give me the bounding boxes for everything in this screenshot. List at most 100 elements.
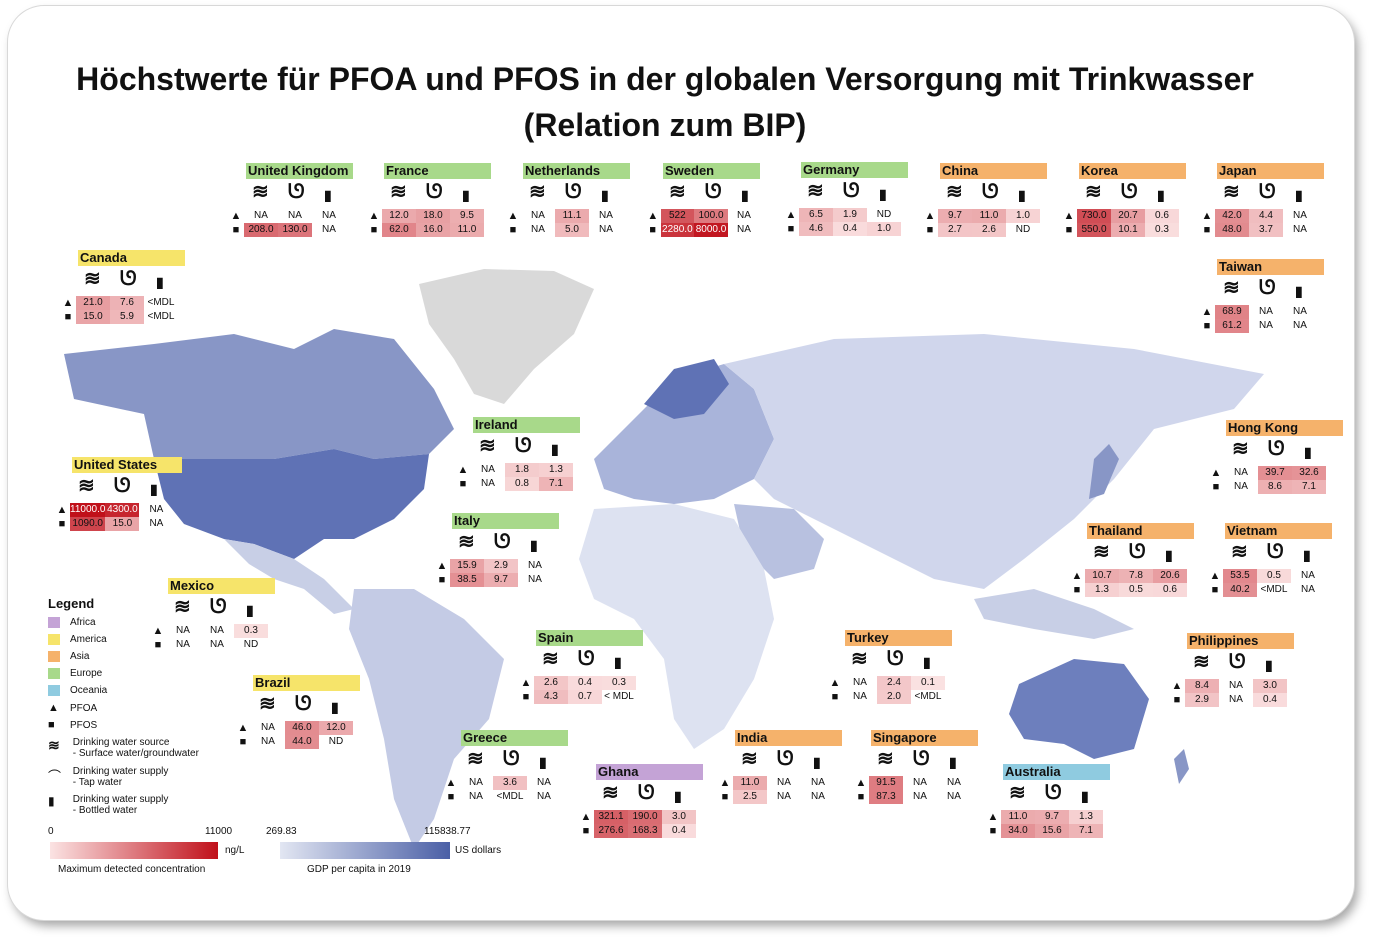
tap-icon: ᘎ bbox=[565, 181, 582, 203]
world-map bbox=[64, 269, 1264, 849]
pfoa-value-cell: NA bbox=[176, 625, 190, 636]
pfoa-value-cell: 21.0 bbox=[76, 296, 110, 310]
pfoa-value-cell: 1.8 bbox=[505, 463, 539, 477]
pfos-value-cell: 0.4 bbox=[1253, 693, 1287, 707]
pfoa-value-cell: 15.9 bbox=[450, 559, 484, 573]
pfos-row: ■ 34.0 15.6 7.1 bbox=[985, 824, 1103, 838]
legend-item-pfos: ■ PFOS bbox=[48, 719, 97, 731]
pfoa-value-cell: 730.0 bbox=[1077, 209, 1111, 223]
pfos-row: ■ 4.3 0.7 < MDL bbox=[518, 690, 636, 704]
pfoa-value-cell: 11.0 bbox=[1001, 810, 1035, 824]
pfos-value-cell: NA bbox=[210, 639, 224, 650]
source-icons-row: ≋ ᘎ ▮ bbox=[1207, 539, 1332, 565]
pfoa-row: ▲ 2.6 0.4 0.3 bbox=[518, 676, 636, 690]
pfos-value-cell: NA bbox=[947, 791, 961, 802]
pfos-value-cell: <MDL bbox=[1260, 584, 1288, 595]
pfoa-value-cell: 32.6 bbox=[1292, 466, 1326, 480]
tap-icon: ᘎ bbox=[210, 596, 227, 618]
pfos-value-cell: ND bbox=[1015, 224, 1031, 235]
pfoa-value-cell: NA bbox=[736, 210, 751, 221]
square-icon: ■ bbox=[1065, 224, 1073, 236]
waves-icon: ≋ bbox=[741, 748, 758, 770]
country-name: China bbox=[940, 163, 1047, 179]
square-icon: ■ bbox=[787, 223, 795, 235]
square-icon: ■ bbox=[649, 224, 657, 236]
bottle-icon: ▮ bbox=[674, 788, 682, 804]
bottle-icon: ▮ bbox=[530, 537, 538, 553]
triangle-icon: ▲ bbox=[237, 722, 249, 734]
legend-title: Legend bbox=[48, 596, 95, 611]
legend-item-label: Europe bbox=[70, 668, 103, 680]
waves-icon: ≋ bbox=[542, 648, 559, 670]
pfos-value-cell: 2.7 bbox=[938, 223, 972, 237]
pfoa-value-cell: 2.9 bbox=[484, 559, 518, 573]
pfos-value-cell: 38.5 bbox=[450, 573, 484, 587]
bottle-icon: ▮ bbox=[1165, 547, 1173, 563]
australia-shape bbox=[1009, 659, 1149, 759]
country-card-philippines: Philippines ≋ ᘎ ▮ ▲ 8.4 NA 3.0 ■ 2.9 NA 0.4 bbox=[1169, 633, 1294, 713]
pfos-value-cell: NA bbox=[1293, 224, 1307, 235]
country-card-taiwan: Taiwan ≋ ᘎ ▮ ▲ 68.9 NA NA ■ 61.2 NA NA bbox=[1199, 259, 1324, 339]
country-name: Australia bbox=[1003, 764, 1110, 780]
pfoa-value-cell: 522 bbox=[660, 209, 695, 223]
pfos-value-cell: 3.7 bbox=[1249, 223, 1283, 237]
pfos-value-cell: NA bbox=[149, 518, 164, 529]
concentration-table: ▲ 15.9 2.9 NA ■ 38.5 9.7 NA bbox=[434, 559, 552, 587]
concentration-table: ▲ NA 2.4 0.1 ■ NA 2.0 <MDL bbox=[827, 676, 945, 704]
legend-item-source: ≋ Drinking water source - Surface water/g… bbox=[48, 737, 199, 759]
pfoa-value-cell: 46.0 bbox=[285, 721, 319, 735]
pfos-value-cell: < MDL bbox=[604, 691, 634, 702]
pfoa-value-cell: 39.7 bbox=[1258, 466, 1292, 480]
pfoa-value-cell: NA bbox=[1234, 467, 1248, 478]
source-icons-row: ≋ ᘎ ▮ bbox=[235, 691, 360, 717]
pfos-value-cell: 1.0 bbox=[867, 222, 901, 236]
waves-icon: ≋ bbox=[1193, 651, 1210, 673]
tap-icon: ᘎ bbox=[426, 181, 443, 203]
pfoa-row: ▲ 12.0 18.0 9.5 bbox=[366, 209, 484, 223]
tap-icon: ᘎ bbox=[705, 181, 722, 203]
pfoa-value-cell: NA bbox=[537, 777, 551, 788]
pfos-row: ■ 1090.0 15.0 NA bbox=[54, 517, 173, 531]
concentration-table: ▲ 9.7 11.0 1.0 ■ 2.7 2.6 ND bbox=[922, 209, 1040, 237]
square-icon: ■ bbox=[438, 574, 446, 586]
pfoa-row: ▲ 11000.0 4300.0 NA bbox=[54, 503, 173, 517]
square-icon: ■ bbox=[522, 691, 530, 703]
pfoa-row: ▲ 15.9 2.9 NA bbox=[434, 559, 552, 573]
pfoa-row: ▲ NA NA 0.3 bbox=[150, 624, 268, 638]
pfoa-value-cell: NA bbox=[531, 210, 545, 221]
pfos-value-cell: NA bbox=[1234, 481, 1248, 492]
pfoa-value-cell: 11.0 bbox=[972, 209, 1006, 223]
pfos-value-cell: ND bbox=[328, 736, 344, 747]
pfoa-value-cell: NA bbox=[469, 777, 483, 788]
legend-source-line2: - Surface water/groundwater bbox=[72, 748, 199, 759]
pfoa-value-cell: 2.6 bbox=[534, 676, 568, 690]
tap-icon: ᘎ bbox=[503, 748, 520, 770]
legend-source-line1: Drinking water source bbox=[72, 737, 170, 748]
legend: Legend Africa America Asia Europe Oceani… bbox=[48, 596, 248, 826]
waves-icon: ≋ bbox=[174, 596, 191, 618]
concentration-table: ▲ 11.0 9.7 1.3 ■ 34.0 15.6 7.1 bbox=[985, 810, 1103, 838]
pfoa-value-cell: 12.0 bbox=[382, 209, 416, 223]
scandinavia-shape bbox=[644, 359, 729, 419]
pfos-value-cell: 0.4 bbox=[833, 222, 867, 236]
waves-icon: ≋ bbox=[479, 435, 496, 457]
tap-icon: ᘎ bbox=[843, 180, 860, 202]
pfoa-value-cell: 0.6 bbox=[1145, 209, 1179, 223]
waves-icon: ≋ bbox=[851, 648, 868, 670]
pfos-value-cell: 40.2 bbox=[1223, 583, 1257, 597]
pfoa-value-cell: 10.7 bbox=[1085, 569, 1119, 583]
country-name: Canada bbox=[78, 250, 185, 266]
bottle-icon: ▮ bbox=[1018, 187, 1026, 203]
pfos-value-cell: 16.0 bbox=[416, 223, 450, 237]
pfos-row: ■ 62.0 16.0 11.0 bbox=[366, 223, 484, 237]
country-card-hong-kong: Hong Kong ≋ ᘎ ▮ ▲ NA 39.7 32.6 ■ NA 8.6 7.1 bbox=[1208, 420, 1343, 500]
tap-icon: ᘎ bbox=[578, 648, 595, 670]
triangle-icon: ▲ bbox=[785, 209, 797, 221]
central-america-shape bbox=[224, 539, 354, 614]
triangle-icon: ▲ bbox=[48, 702, 59, 714]
bottle-icon: ▮ bbox=[246, 602, 254, 618]
square-icon: ■ bbox=[1203, 320, 1211, 332]
pfoa-value-cell: 321.1 bbox=[594, 810, 628, 824]
country-name: Turkey bbox=[845, 630, 952, 646]
source-icons-row: ≋ ᘎ ▮ bbox=[1069, 539, 1194, 565]
